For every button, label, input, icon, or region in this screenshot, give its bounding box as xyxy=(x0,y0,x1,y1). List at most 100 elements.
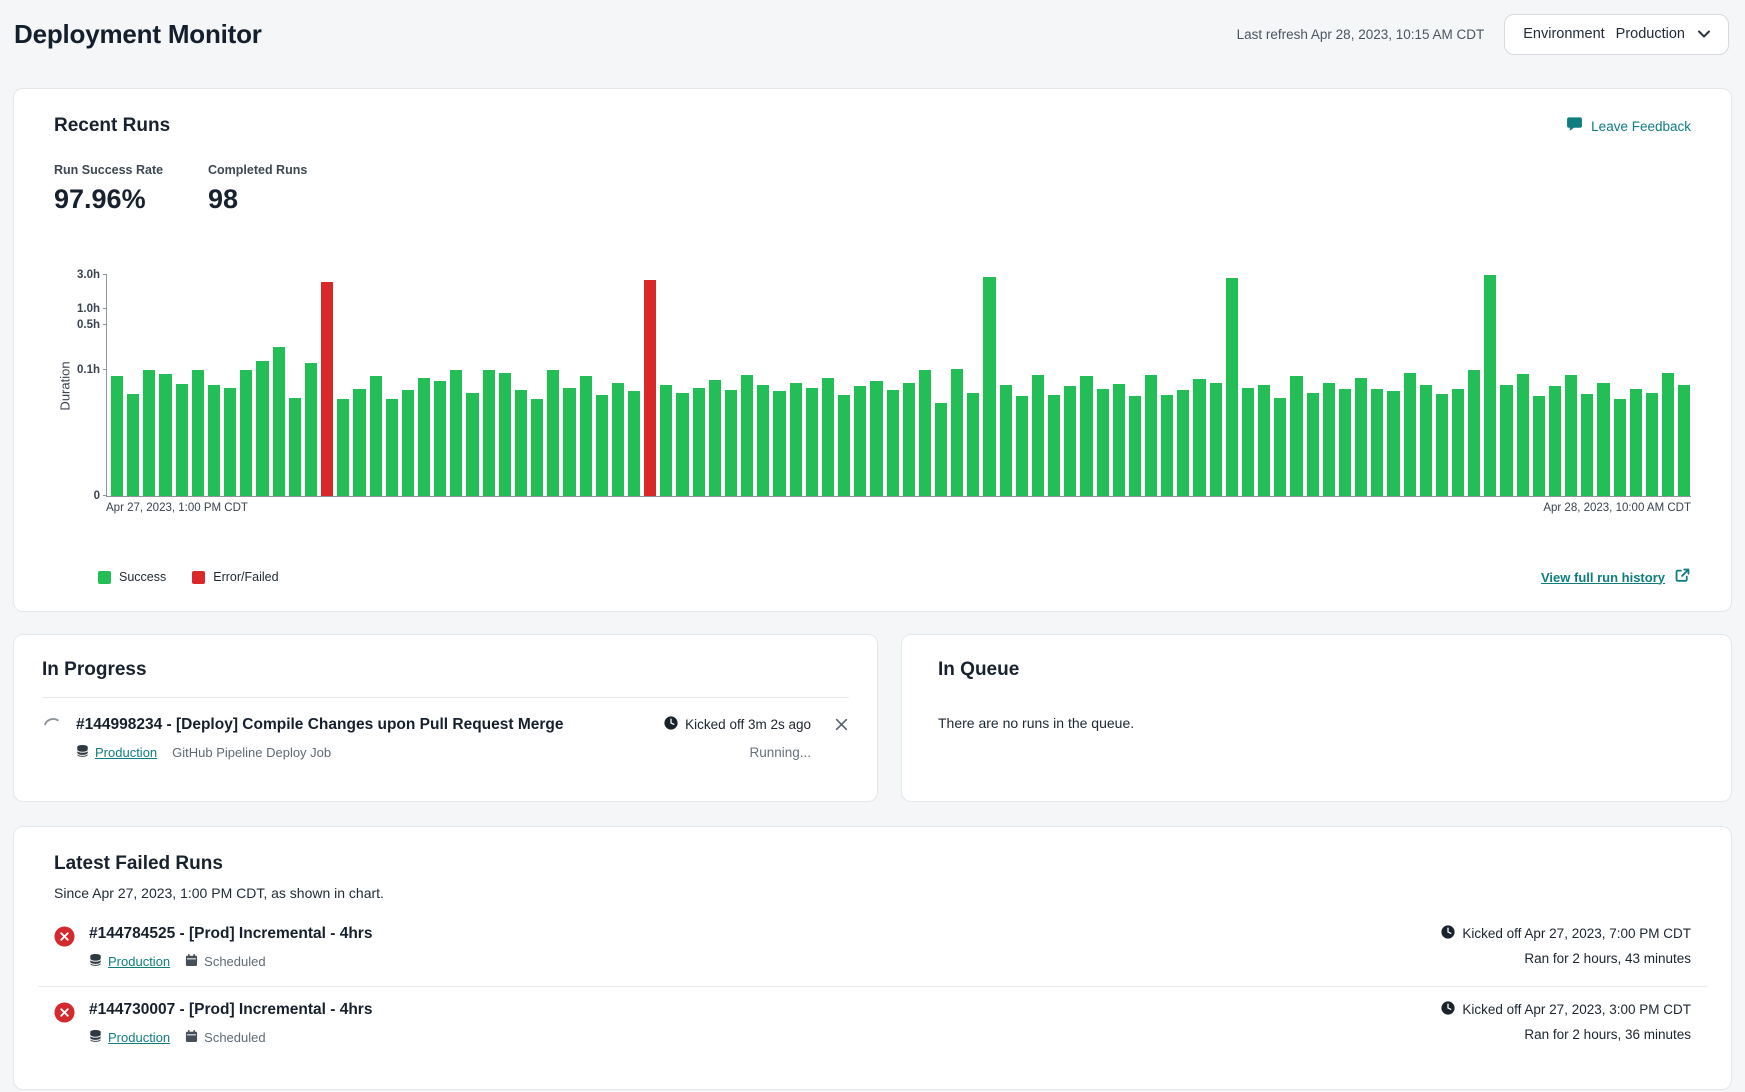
chart-bar-success[interactable] xyxy=(1338,388,1352,496)
chart-bar-success[interactable] xyxy=(401,390,414,496)
chart-bar-success[interactable] xyxy=(1629,388,1642,496)
chart-bar-success[interactable] xyxy=(628,391,641,496)
chart-bar-success[interactable] xyxy=(369,376,382,496)
chart-bar-success[interactable] xyxy=(773,391,786,496)
chart-bar-success[interactable] xyxy=(1128,396,1141,496)
chart-bar-success[interactable] xyxy=(1258,385,1271,496)
chart-bar-success[interactable] xyxy=(563,387,576,496)
chart-bar-success[interactable] xyxy=(838,395,851,496)
chart-bar-success[interactable] xyxy=(288,397,301,496)
chart-bar-success[interactable] xyxy=(1145,375,1158,496)
chart-bar-success[interactable] xyxy=(1048,395,1061,496)
chart-bar-success[interactable] xyxy=(789,382,802,496)
chart-bar-success[interactable] xyxy=(1500,385,1513,496)
chart-bar-success[interactable] xyxy=(1678,385,1691,496)
chart-bar-success[interactable] xyxy=(498,372,511,496)
chart-bar-success[interactable] xyxy=(999,385,1012,496)
chart-bar-success[interactable] xyxy=(886,390,899,496)
chart-bar-success[interactable] xyxy=(191,370,204,496)
chart-bar-failed[interactable] xyxy=(644,279,657,496)
chart-bar-success[interactable] xyxy=(531,399,544,496)
chart-bar-success[interactable] xyxy=(934,402,948,496)
chart-bar-success[interactable] xyxy=(1209,382,1222,496)
chart-bar-success[interactable] xyxy=(434,381,447,496)
chart-bar-success[interactable] xyxy=(1241,387,1255,496)
chart-bar-success[interactable] xyxy=(353,388,366,496)
chart-bar-success[interactable] xyxy=(1290,376,1303,496)
chart-bar-success[interactable] xyxy=(676,392,689,496)
environment-tag[interactable]: Production xyxy=(89,1029,170,1046)
chart-bar-success[interactable] xyxy=(1387,391,1400,496)
chart-bar-success[interactable] xyxy=(1548,386,1562,496)
environment-tag-label[interactable]: Production xyxy=(108,954,171,969)
chart-bar-success[interactable] xyxy=(1193,378,1206,496)
chart-bar-success[interactable] xyxy=(967,392,980,496)
chart-bar-success[interactable] xyxy=(1419,385,1432,496)
chart-bar-success[interactable] xyxy=(1080,376,1093,496)
chart-bar-success[interactable] xyxy=(805,387,818,496)
chart-bar-success[interactable] xyxy=(870,381,883,496)
chart-bar-success[interactable] xyxy=(757,385,770,496)
chart-bar-success[interactable] xyxy=(1322,382,1335,496)
chart-bar-success[interactable] xyxy=(1096,388,1109,496)
chart-bar-success[interactable] xyxy=(1468,370,1481,496)
chart-bar-success[interactable] xyxy=(175,383,188,496)
chart-bar-success[interactable] xyxy=(337,399,350,496)
environment-tag[interactable]: Production xyxy=(76,744,157,761)
chart-bar-success[interactable] xyxy=(854,386,867,496)
chart-bar-success[interactable] xyxy=(159,373,172,496)
chart-bar-success[interactable] xyxy=(1371,388,1384,496)
chart-bar-success[interactable] xyxy=(1645,392,1658,496)
environment-tag[interactable]: Production xyxy=(89,953,170,970)
chart-bar-success[interactable] xyxy=(1031,375,1045,496)
view-run-history-link[interactable]: View full run history xyxy=(1541,567,1691,587)
chart-bar-success[interactable] xyxy=(1225,277,1238,496)
chart-bar-success[interactable] xyxy=(417,377,431,496)
chart-bar-success[interactable] xyxy=(1565,375,1578,496)
chart-bar-success[interactable] xyxy=(579,376,592,496)
chart-bar-success[interactable] xyxy=(1274,397,1287,496)
chart-bar-success[interactable] xyxy=(207,385,221,496)
chart-bar-success[interactable] xyxy=(1112,383,1125,496)
chart-bar-success[interactable] xyxy=(660,385,673,496)
chart-bar-success[interactable] xyxy=(1306,392,1319,496)
environment-tag-label[interactable]: Production xyxy=(95,745,158,760)
chart-bar-success[interactable] xyxy=(1484,275,1497,496)
chart-bar-success[interactable] xyxy=(1662,372,1675,496)
chart-bar-success[interactable] xyxy=(514,390,528,496)
chart-bar-success[interactable] xyxy=(902,382,915,496)
chart-bar-success[interactable] xyxy=(127,393,140,496)
leave-feedback-link[interactable]: Leave Feedback xyxy=(1566,116,1691,136)
chart-bar-success[interactable] xyxy=(256,360,269,496)
chart-bar-success[interactable] xyxy=(1435,393,1448,496)
chart-bar-success[interactable] xyxy=(466,392,479,496)
chart-bar-success[interactable] xyxy=(1516,373,1529,496)
chart-bar-success[interactable] xyxy=(385,399,398,496)
chart-bar-success[interactable] xyxy=(692,387,705,496)
chart-bar-success[interactable] xyxy=(547,370,560,496)
chart-bar-success[interactable] xyxy=(708,380,721,496)
environment-dropdown[interactable]: Environment Production xyxy=(1504,13,1729,55)
chart-bar-success[interactable] xyxy=(1403,372,1416,496)
chart-bar-success[interactable] xyxy=(1581,393,1594,496)
chart-bar-success[interactable] xyxy=(1613,399,1626,496)
environment-tag-label[interactable]: Production xyxy=(108,1030,171,1045)
chart-bar-success[interactable] xyxy=(1161,395,1174,496)
chart-bar-success[interactable] xyxy=(304,363,318,496)
chart-bar-success[interactable] xyxy=(1177,390,1190,496)
chart-bar-success[interactable] xyxy=(951,369,964,496)
chart-bar-success[interactable] xyxy=(741,375,754,496)
chart-bar-success[interactable] xyxy=(983,276,996,496)
chart-bar-success[interactable] xyxy=(450,370,463,496)
chart-bar-success[interactable] xyxy=(272,347,285,496)
chart-bar-success[interactable] xyxy=(595,395,608,496)
chart-bar-success[interactable] xyxy=(1064,386,1077,496)
chart-bar-success[interactable] xyxy=(240,369,253,496)
chart-bar-failed[interactable] xyxy=(321,281,334,496)
chart-bar-success[interactable] xyxy=(111,376,124,496)
chart-bar-success[interactable] xyxy=(143,370,156,496)
chart-bar-success[interactable] xyxy=(1532,396,1545,496)
chart-bar-success[interactable] xyxy=(1015,396,1028,496)
chart-bar-success[interactable] xyxy=(1597,382,1610,496)
close-icon[interactable] xyxy=(834,717,849,735)
